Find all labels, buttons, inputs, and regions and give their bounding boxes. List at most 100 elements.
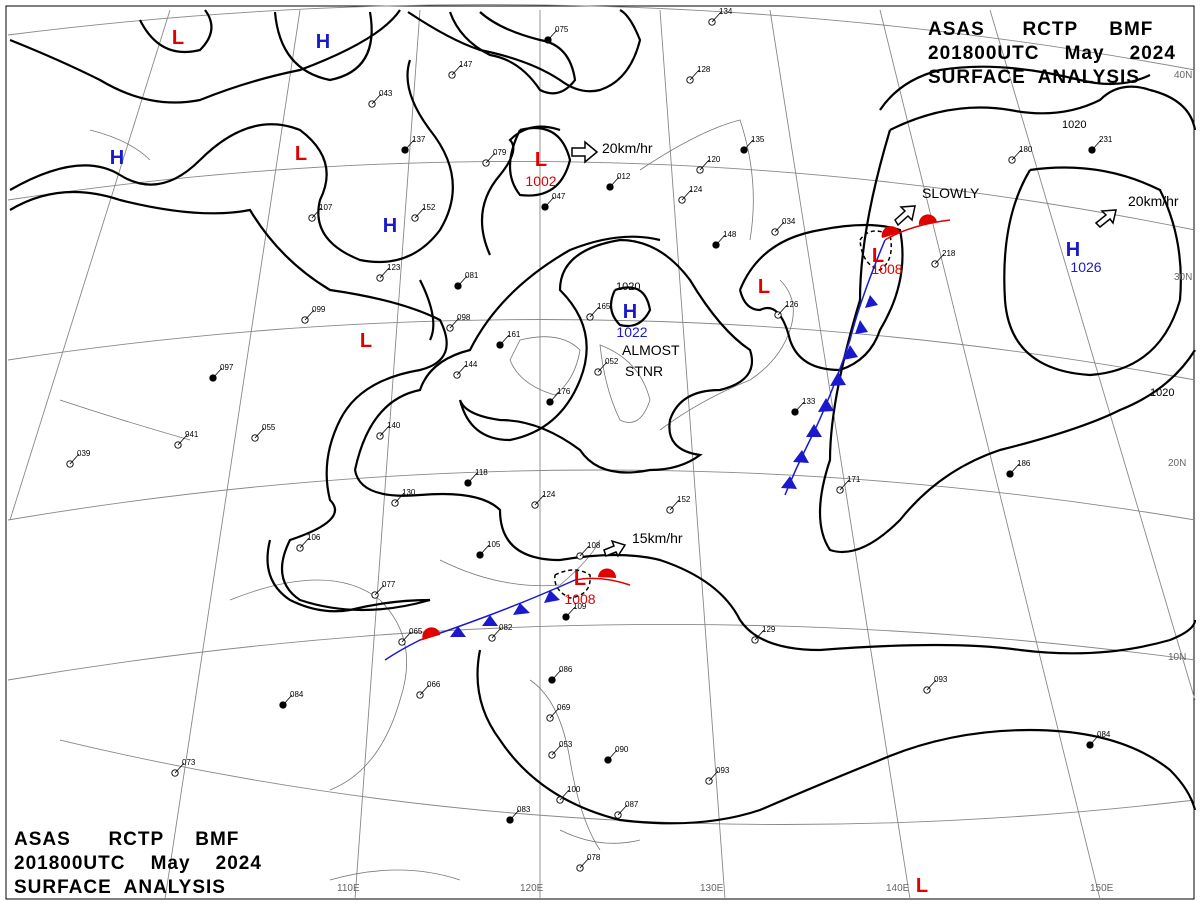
station-pressure-value: 180 xyxy=(1019,145,1033,154)
station-plot: 083 xyxy=(506,805,531,824)
cold-front-triangle xyxy=(818,398,834,412)
high-pressure-marker: H xyxy=(1066,239,1080,261)
station-plot: 052 xyxy=(594,357,619,376)
motion-arrow-icon xyxy=(894,205,916,227)
station-plot: 084 xyxy=(279,690,304,709)
wind-barb-icon xyxy=(551,744,562,756)
station-pressure-value: 090 xyxy=(615,745,629,754)
isobar xyxy=(266,539,351,613)
map-labels: 20km/hr 20km/hr 15km/hr SLOWLY ALMOST STNR 102… xyxy=(337,70,1192,894)
lat-line xyxy=(7,319,1196,381)
station-plot: 180 xyxy=(1008,145,1033,164)
wind-barb-icon xyxy=(689,69,700,81)
station-pressure-value: 055 xyxy=(262,423,276,432)
station-pressure-value: 099 xyxy=(312,305,326,314)
wind-barb-icon xyxy=(777,304,788,316)
station-plot: 069 xyxy=(546,703,571,722)
station-pressure-value: 084 xyxy=(1097,730,1111,739)
station-pressure-value: 082 xyxy=(499,623,513,632)
station-plot: 124 xyxy=(531,490,556,509)
station-pressure-value: 081 xyxy=(465,271,479,280)
station-pressure-value: 065 xyxy=(409,627,423,636)
station-pressure-value: 075 xyxy=(555,25,569,34)
wind-barb-icon xyxy=(711,11,722,23)
station-plot: 066 xyxy=(416,680,441,699)
station-pressure-value: 079 xyxy=(493,148,507,157)
station-plot: 147 xyxy=(448,60,473,79)
cold-front-triangle xyxy=(781,476,797,489)
station-plot: 087 xyxy=(614,800,639,819)
station-pressure-value: 186 xyxy=(1017,459,1031,468)
longitude-label: 120E xyxy=(520,883,544,894)
isobar-value-label: 1020 xyxy=(1150,387,1174,399)
coastline xyxy=(639,119,754,241)
annotation-label: ALMOST xyxy=(622,342,680,358)
latitude-label: 30N xyxy=(1174,272,1192,283)
lat-line xyxy=(59,739,1196,825)
station-plot: 109 xyxy=(562,602,587,621)
wind-barb-icon xyxy=(1009,463,1020,475)
warm-front-semicircle xyxy=(881,226,900,238)
station-plot: 093 xyxy=(705,766,730,785)
wind-barb-icon xyxy=(457,275,468,287)
station-pressure-value: 087 xyxy=(625,800,639,809)
station-pressure-value: 052 xyxy=(605,357,619,366)
station-pressure-value: 077 xyxy=(382,580,396,589)
isobar xyxy=(476,649,1197,825)
wind-barb-icon xyxy=(926,679,937,691)
station-plot: 171 xyxy=(836,475,861,494)
motion-arrow-icon xyxy=(1094,209,1117,229)
motion-label: 15km/hr xyxy=(632,530,683,546)
central-pressure-label: 1008 xyxy=(564,591,595,607)
station-plot: 084 xyxy=(1086,730,1111,749)
cold-front-triangle xyxy=(513,603,530,615)
station-plot: 144 xyxy=(453,360,478,379)
station-plot: 135 xyxy=(740,135,765,154)
latitude-label: 20N xyxy=(1168,458,1186,469)
station-pressure-value: 941 xyxy=(185,430,199,439)
station-plot: 034 xyxy=(771,217,796,236)
station-plot: 107 xyxy=(308,203,333,222)
isobar xyxy=(1003,166,1182,377)
isobar xyxy=(9,59,454,264)
warm-front xyxy=(574,577,631,586)
wind-barb-icon xyxy=(491,627,502,639)
wind-barb-icon xyxy=(551,669,562,681)
warm-front xyxy=(884,219,951,241)
station-plot: 186 xyxy=(1006,459,1031,478)
station-pressure-value: 118 xyxy=(475,468,488,477)
wind-barb-icon xyxy=(549,707,560,719)
fronts xyxy=(384,214,951,661)
station-pressure-value: 093 xyxy=(716,766,730,775)
wind-barb-icon xyxy=(282,694,293,706)
station-plot: 120 xyxy=(696,155,721,174)
cold-front-triangle xyxy=(843,345,858,360)
lon-line xyxy=(9,9,171,521)
isobar xyxy=(353,469,1197,655)
station-pressure-value: 084 xyxy=(290,690,304,699)
isobar xyxy=(419,279,435,341)
station-pressure-value: 012 xyxy=(617,172,631,181)
wind-barb-icon xyxy=(534,494,545,506)
isobar xyxy=(458,238,754,474)
wind-barb-icon xyxy=(212,367,223,379)
station-pressure-value: 165 xyxy=(597,302,611,311)
wind-barb-icon xyxy=(394,492,405,504)
station-pressure-value: 134 xyxy=(719,7,733,16)
wind-barb-icon xyxy=(607,749,618,761)
station-plot: 231 xyxy=(1088,135,1113,154)
wind-barb-icon xyxy=(69,453,80,465)
lat-line xyxy=(7,469,1196,521)
title-line-1: ASAS RCTP BMF xyxy=(14,829,240,850)
isobar xyxy=(480,125,561,256)
isobar xyxy=(448,11,577,95)
latitude-label: 10N xyxy=(1168,652,1186,663)
wind-barb-icon xyxy=(699,159,710,171)
wind-barb-icon xyxy=(597,361,608,373)
coastline xyxy=(89,129,151,161)
station-plot: 099 xyxy=(301,305,326,324)
station-plot: 140 xyxy=(376,421,401,440)
station-pressure-value: 231 xyxy=(1099,135,1113,144)
station-pressure-value: 107 xyxy=(319,203,333,212)
